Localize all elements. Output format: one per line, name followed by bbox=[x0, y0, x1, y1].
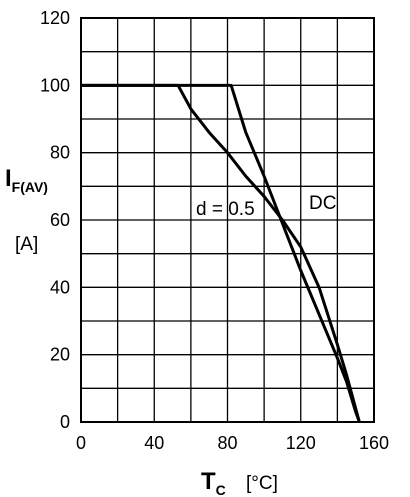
x-axis-symbol: T bbox=[201, 468, 216, 495]
x-tick-label: 80 bbox=[217, 433, 237, 453]
plot-frame bbox=[80, 17, 375, 423]
annotation-d-0-5: d = 0.5 bbox=[196, 199, 255, 220]
y-axis-unit: [A] bbox=[15, 234, 38, 255]
y-tick-label: 60 bbox=[50, 210, 70, 230]
x-tick-labels: 0 40 80 120 160 bbox=[76, 433, 389, 453]
x-tick-label: 40 bbox=[144, 433, 164, 453]
y-axis-symbol: I bbox=[5, 165, 12, 192]
x-axis-subscript: C bbox=[216, 482, 226, 497]
y-tick-label: 40 bbox=[50, 277, 70, 297]
curves bbox=[81, 83, 361, 423]
y-tick-label: 80 bbox=[50, 143, 70, 163]
y-tick-label: 0 bbox=[60, 412, 70, 432]
grid bbox=[81, 18, 374, 422]
x-tick-label: 0 bbox=[76, 433, 86, 453]
x-tick-label: 120 bbox=[286, 433, 316, 453]
x-tick-label: 160 bbox=[359, 433, 389, 453]
y-axis-label: IF(AV) bbox=[5, 165, 48, 195]
series-line-d-0-5 bbox=[81, 83, 361, 423]
y-axis-subscript: F(AV) bbox=[12, 179, 48, 195]
y-tick-labels: 0 20 40 60 80 100 120 bbox=[40, 8, 70, 432]
annotation-dc: DC bbox=[309, 193, 336, 214]
y-tick-label: 120 bbox=[40, 8, 70, 28]
y-tick-label: 100 bbox=[40, 75, 70, 95]
y-tick-label: 20 bbox=[50, 345, 70, 365]
x-axis-label: TC bbox=[201, 468, 226, 497]
x-axis-unit: [°C] bbox=[246, 473, 278, 494]
